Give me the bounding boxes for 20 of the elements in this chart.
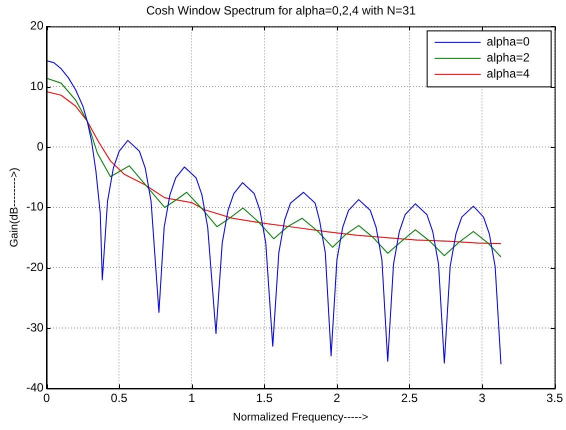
x-tick-label: 1 — [188, 390, 196, 405]
x-tick-label: 3 — [478, 390, 486, 405]
y-tick-label: 0 — [36, 139, 44, 154]
y-axis-title: Gain(dB-------->) — [8, 168, 21, 248]
chart-title: Cosh Window Spectrum for alpha=0,2,4 with N=31 — [146, 4, 416, 18]
y-tick-label: 10 — [30, 79, 44, 94]
legend-label: alpha=4 — [486, 66, 530, 81]
x-tick-label: 1.5 — [256, 390, 273, 405]
x-tick-label: 0.5 — [110, 390, 128, 405]
legend-label: alpha=2 — [486, 50, 530, 65]
legend-label: alpha=0 — [486, 34, 530, 49]
x-tick-label: 2.5 — [401, 390, 418, 405]
y-tick-label: -20 — [26, 260, 44, 274]
x-axis-title: Normalized Frequency-----> — [232, 411, 368, 424]
x-tick-label: 2 — [334, 390, 341, 405]
x-tick-label: 3.5 — [546, 390, 564, 405]
y-tick-label: 20 — [30, 18, 44, 33]
y-tick-label: -10 — [26, 200, 44, 214]
y-tick-label: -40 — [26, 380, 44, 395]
y-tick-label: -30 — [26, 320, 44, 334]
